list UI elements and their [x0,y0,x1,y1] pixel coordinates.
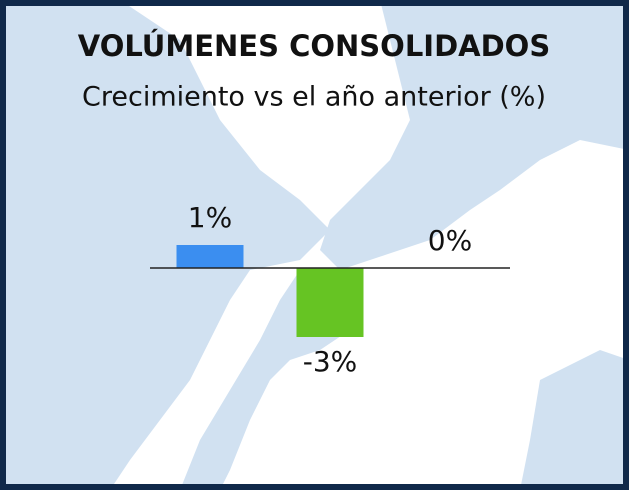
data-label: 1% [188,201,232,234]
data-label: -3% [303,345,358,378]
bar [296,268,364,337]
chart-subtitle: Crecimiento vs el año anterior (%) [82,82,546,113]
data-label: 0% [428,224,472,257]
chart-title: VOLÚMENES CONSOLIDADOS [78,29,550,63]
bar [176,245,244,268]
